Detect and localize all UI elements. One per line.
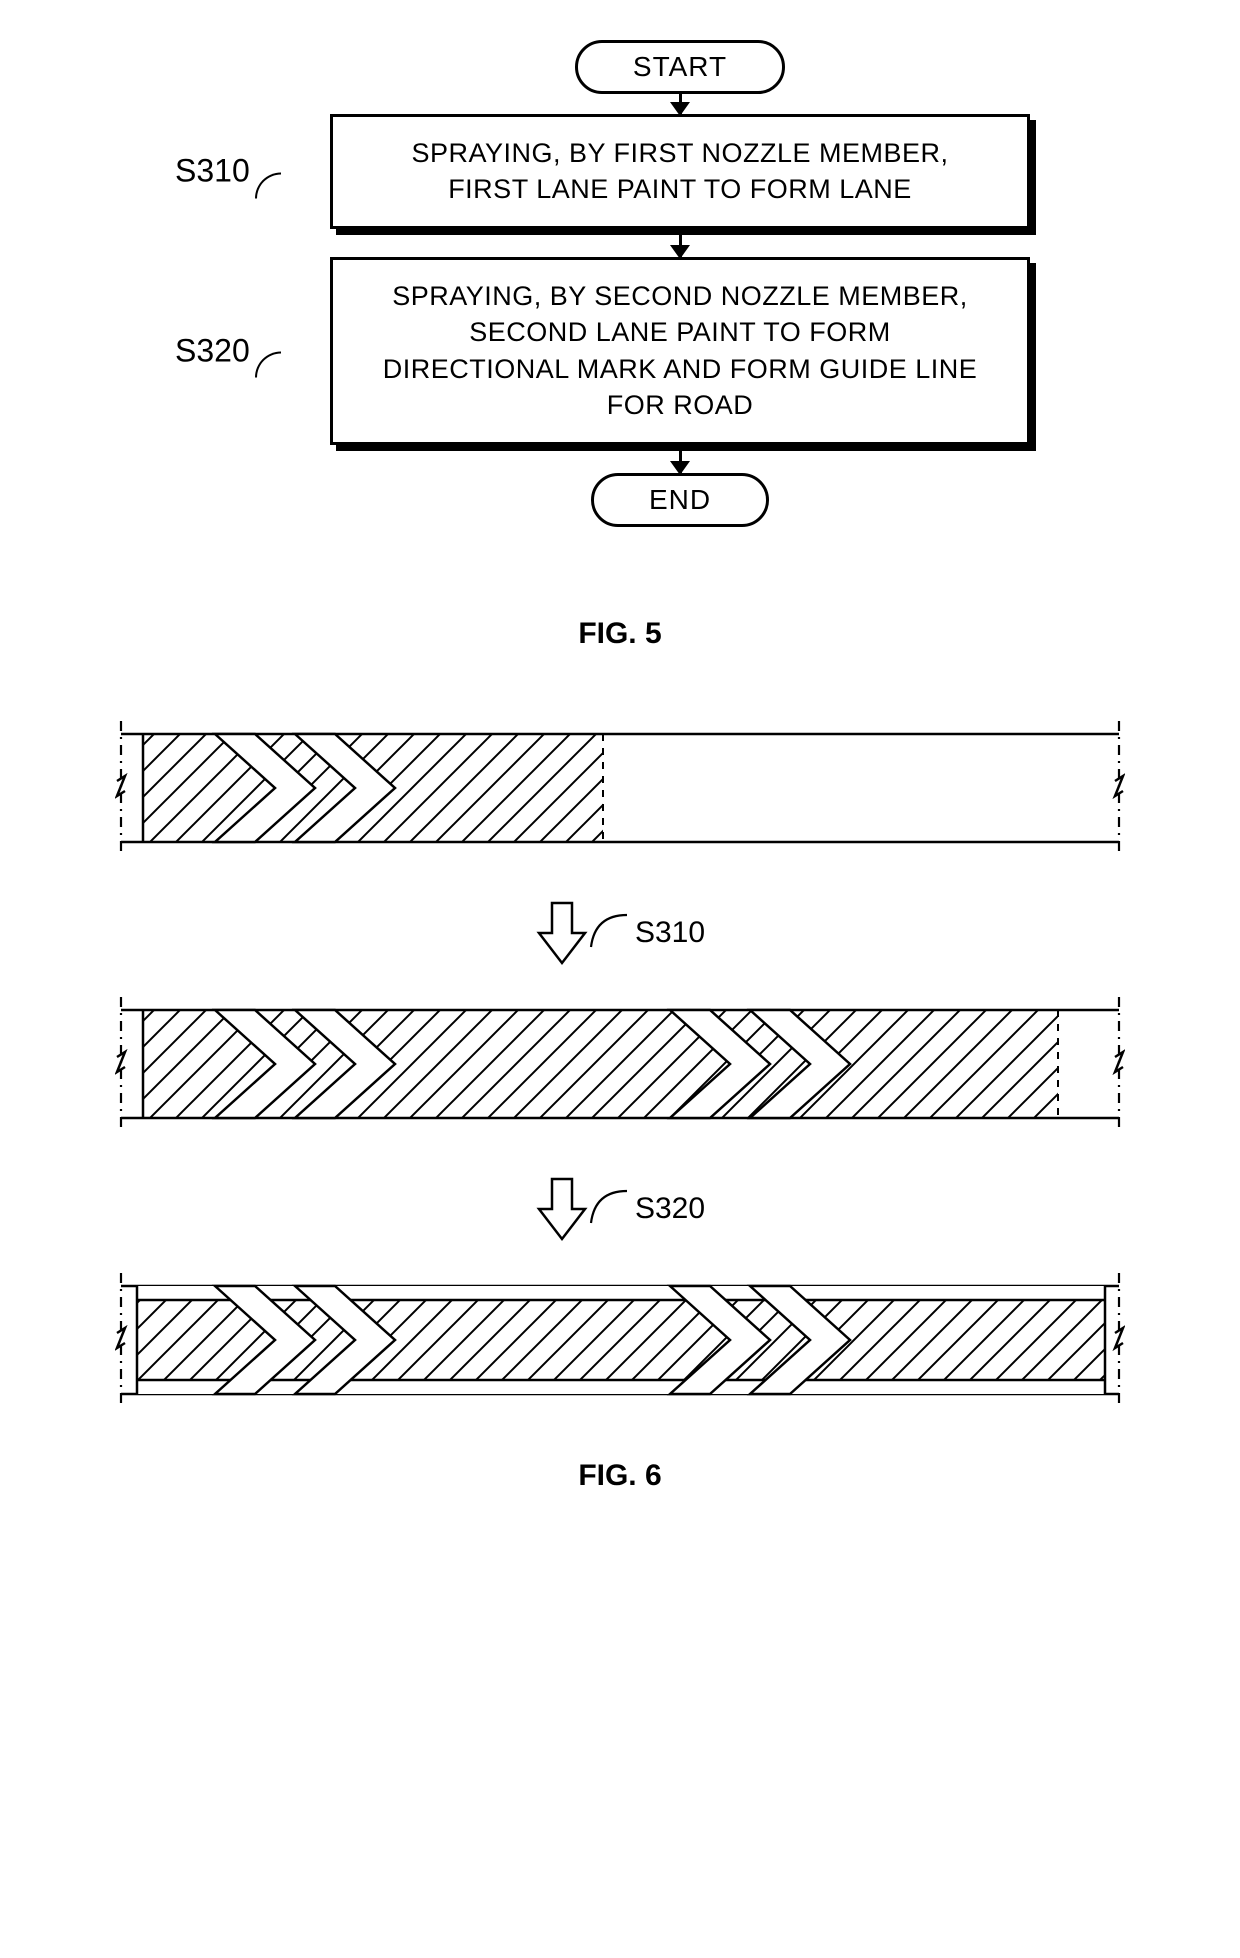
lane-diagram-2 bbox=[115, 997, 1125, 1131]
arrow-icon bbox=[679, 229, 682, 257]
lane-svg bbox=[115, 997, 1125, 1131]
transition-arrow-1: S310 bbox=[535, 899, 705, 967]
step-id-text: S310 bbox=[175, 153, 250, 190]
flowchart: START S310 SPRAYING, BY FIRST NOZZLE MEM… bbox=[330, 40, 1030, 527]
figure-label-6: FIG. 6 bbox=[578, 1459, 661, 1493]
process-box: SPRAYING, BY FIRST NOZZLE MEMBER, FIRST … bbox=[330, 114, 1030, 229]
process-step-1: S310 SPRAYING, BY FIRST NOZZLE MEMBER, F… bbox=[330, 114, 1030, 229]
canvas: START S310 SPRAYING, BY FIRST NOZZLE MEM… bbox=[70, 40, 1170, 1563]
lane-diagram-1 bbox=[115, 721, 1125, 855]
transition-arrow-2: S320 bbox=[535, 1175, 705, 1243]
start-terminal: START bbox=[575, 40, 785, 94]
step-id-label: S310 bbox=[175, 153, 276, 190]
transition-label: S320 bbox=[635, 1192, 705, 1226]
lane-diagram-3 bbox=[115, 1273, 1125, 1407]
leader-curve-icon bbox=[255, 172, 281, 198]
leader-line-icon bbox=[589, 903, 629, 963]
step-id-label: S320 bbox=[175, 332, 276, 369]
arrow-icon bbox=[679, 94, 682, 114]
end-terminal: END bbox=[591, 473, 769, 527]
down-arrow-icon bbox=[535, 899, 589, 967]
process-box: SPRAYING, BY SECOND NOZZLE MEMBER, SECON… bbox=[330, 257, 1030, 445]
down-arrow-icon bbox=[535, 1175, 589, 1243]
lane-svg bbox=[115, 721, 1125, 855]
figure-label-5: FIG. 5 bbox=[578, 617, 661, 651]
process-step-2: S320 SPRAYING, BY SECOND NOZZLE MEMBER, … bbox=[330, 257, 1030, 445]
transition-label: S310 bbox=[635, 916, 705, 950]
lane-svg bbox=[115, 1273, 1125, 1407]
leader-curve-icon bbox=[255, 352, 281, 378]
arrow-icon bbox=[679, 445, 682, 473]
step-id-text: S320 bbox=[175, 332, 250, 369]
leader-line-icon bbox=[589, 1179, 629, 1239]
